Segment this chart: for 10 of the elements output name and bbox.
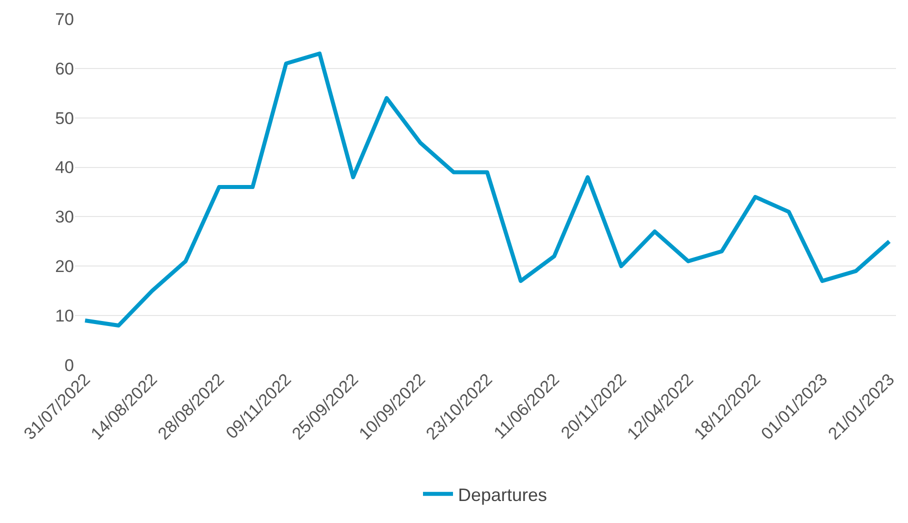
y-tick-label: 40 bbox=[55, 158, 74, 178]
y-tick-label: 30 bbox=[55, 208, 74, 227]
y-tick-label: 20 bbox=[55, 257, 74, 276]
y-tick-label: 70 bbox=[55, 10, 74, 29]
line-series bbox=[83, 52, 892, 328]
y-tick-label: 50 bbox=[55, 108, 74, 128]
y-tick-label: 60 bbox=[55, 59, 74, 78]
legend-label: Departures bbox=[458, 484, 548, 505]
y-tick-label: 0 bbox=[64, 356, 74, 375]
y-tick-label: 10 bbox=[55, 306, 74, 326]
